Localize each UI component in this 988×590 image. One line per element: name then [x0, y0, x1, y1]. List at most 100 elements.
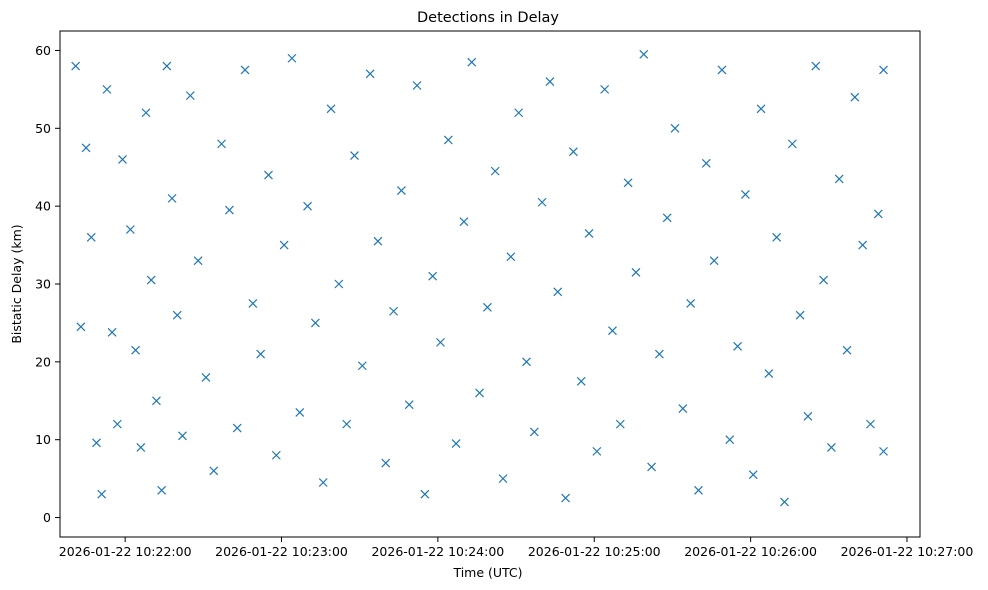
data-point — [287, 53, 297, 63]
data-point — [428, 271, 438, 281]
data-point — [264, 170, 273, 180]
data-point — [834, 174, 844, 184]
data-point — [701, 158, 711, 168]
data-point — [600, 84, 610, 94]
data-points — [71, 49, 888, 507]
data-point — [185, 91, 195, 101]
data-point — [858, 240, 868, 250]
data-point — [112, 419, 122, 429]
data-point — [467, 57, 477, 67]
data-point — [459, 217, 469, 227]
data-point — [717, 65, 727, 75]
data-point — [193, 256, 203, 266]
x-tick-label: 2026-01-22 10:23:00 — [215, 544, 348, 559]
data-point — [529, 427, 539, 437]
data-point — [826, 443, 836, 452]
data-point — [279, 240, 289, 250]
data-point — [232, 423, 242, 433]
data-point — [107, 327, 117, 337]
data-point — [631, 267, 641, 277]
data-point — [295, 408, 305, 417]
data-point — [709, 256, 719, 266]
data-point — [97, 489, 107, 499]
data-point — [146, 275, 156, 285]
data-point — [389, 306, 399, 316]
data-point — [201, 372, 211, 382]
x-tick-label: 2026-01-22 10:24:00 — [371, 544, 504, 559]
data-point — [662, 213, 672, 223]
data-point — [670, 123, 680, 133]
data-point — [615, 419, 625, 429]
y-tick-label: 20 — [35, 354, 51, 369]
data-point — [71, 61, 81, 71]
chart-title: Detections in Delay — [417, 10, 559, 26]
data-point — [310, 318, 320, 328]
data-point — [92, 438, 101, 448]
y-tick-label: 60 — [35, 43, 51, 58]
data-point — [498, 474, 508, 484]
x-tick-label: 2026-01-22 10:26:00 — [684, 544, 817, 559]
data-point — [568, 147, 578, 157]
data-point — [592, 446, 602, 456]
data-point — [780, 497, 789, 507]
data-point — [162, 61, 172, 71]
data-point — [81, 143, 91, 153]
data-point — [151, 396, 161, 406]
data-point — [209, 466, 219, 476]
data-point — [639, 49, 649, 59]
data-point — [879, 65, 888, 75]
data-point — [506, 252, 516, 262]
data-point — [167, 193, 177, 203]
plot-area — [59, 30, 921, 538]
data-point — [373, 236, 383, 246]
data-point — [866, 419, 875, 429]
data-point — [303, 201, 313, 211]
y-tick-label: 10 — [35, 432, 51, 447]
data-point — [850, 92, 860, 102]
data-point — [451, 439, 461, 449]
data-point — [381, 458, 391, 468]
data-point — [365, 69, 375, 79]
data-point — [772, 232, 782, 242]
data-point — [357, 361, 367, 371]
data-point — [118, 155, 127, 164]
data-point — [256, 349, 266, 359]
y-tick-label: 40 — [35, 199, 51, 214]
data-point — [342, 419, 352, 429]
x-axis-label: Time (UTC) — [452, 565, 522, 580]
data-point — [131, 345, 141, 355]
data-point — [318, 478, 328, 487]
data-point — [819, 275, 829, 285]
data-point — [647, 462, 657, 472]
data-point — [725, 435, 735, 445]
data-point — [553, 287, 563, 297]
data-point — [733, 341, 743, 351]
data-point — [125, 225, 135, 234]
data-point — [537, 197, 547, 207]
data-point — [102, 84, 112, 94]
y-tick-label: 30 — [35, 277, 51, 292]
data-point — [842, 345, 852, 355]
data-point — [224, 205, 234, 215]
data-point — [748, 470, 758, 480]
y-tick-label: 50 — [35, 121, 51, 136]
data-point — [350, 151, 359, 160]
y-axis-label: Bistatic Delay (km) — [9, 224, 24, 343]
data-point — [326, 104, 336, 114]
data-point — [522, 357, 531, 367]
data-point — [756, 104, 766, 114]
data-point — [482, 302, 492, 312]
data-point — [136, 443, 146, 452]
x-tick-label: 2026-01-22 10:22:00 — [59, 544, 192, 559]
data-point — [608, 326, 617, 336]
data-point — [412, 81, 422, 90]
data-point — [811, 61, 821, 71]
data-point — [141, 108, 151, 118]
data-point — [795, 310, 805, 320]
data-point — [623, 178, 633, 188]
data-point — [178, 431, 187, 441]
data-point — [404, 400, 414, 410]
y-tick-label: 0 — [43, 510, 51, 525]
